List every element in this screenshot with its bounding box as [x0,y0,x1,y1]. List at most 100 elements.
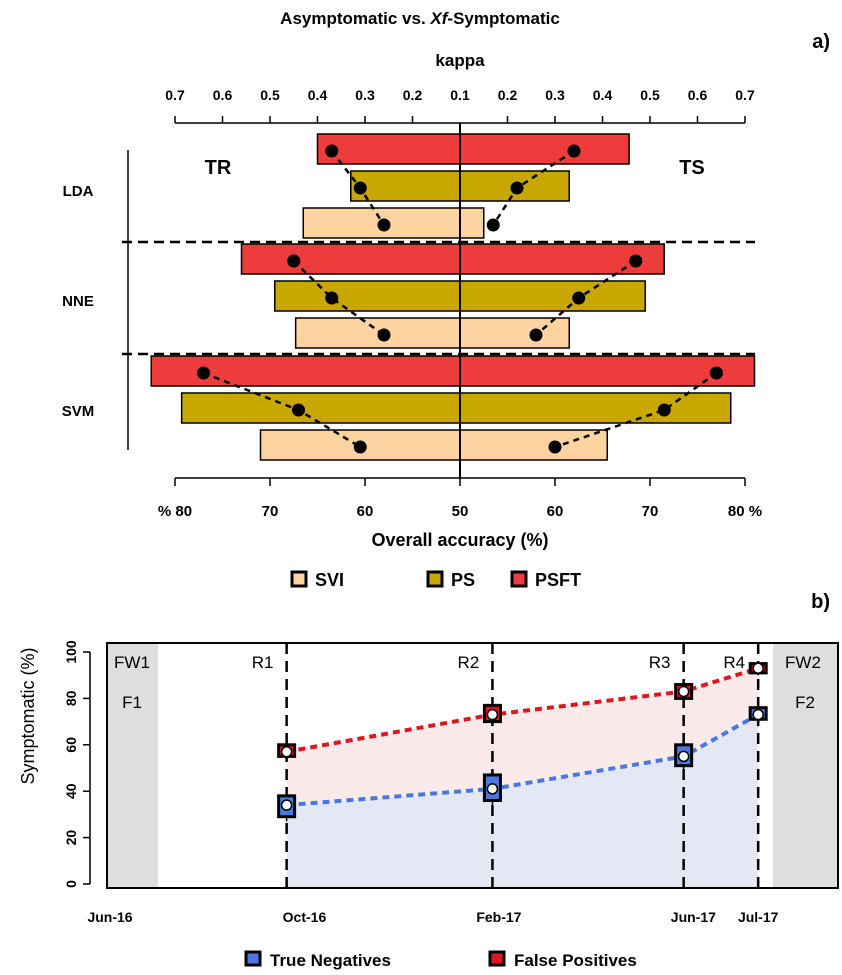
kappa-tick-label: 0.5 [640,87,660,103]
kappa-point [486,218,500,232]
legend-b-swatch-fp [488,950,506,967]
mean-false-positives [677,685,690,698]
kappa-tick-label: 0.2 [403,87,423,103]
x-tick-label: Jul-17 [738,909,779,925]
y-tick-label: 60 [63,737,79,753]
legend-a-swatch-psft [510,570,528,588]
kappa-tick-label: 0.3 [355,87,375,103]
y-tick-label: 0 [63,880,79,888]
kappa-tick-label: 0.4 [308,87,328,103]
accuracy-tick-label: 70 [642,503,659,520]
bar-lda-svi-ts [459,207,485,239]
kappa-point [353,440,367,454]
field-shade-f2 [773,644,837,887]
mean-false-positives [752,662,764,674]
panel-b: b) Symptomatic (%) True Negatives False … [18,591,830,970]
x-tick-label: Jun-17 [671,909,716,925]
group-label-nne: NNE [62,293,94,310]
mean-true-negatives [280,799,293,811]
accuracy-tick-label: 80 % [728,503,762,520]
accuracy-tick-label: 60 [357,503,374,520]
kappa-point [197,366,210,380]
mean-true-negatives [752,708,764,721]
bar-nne-svi-ts [459,317,570,349]
kappa-tick-label: 0.3 [545,87,565,103]
field-label-fw1: FW1 [114,653,150,672]
bar-nne-ps-tr [274,280,461,312]
kappa-point [710,366,723,380]
x-tick-label: Oct-16 [283,909,327,925]
kappa-tick-label: 0.2 [498,87,518,103]
panel-a-title: Asymptomatic vs. Xf-Symptomatic [280,9,560,28]
legend-a: SVI PS PSFT [290,570,581,590]
bar-nne-ps-ts [459,280,646,312]
kappa-point [510,181,524,195]
mean-false-positives [280,746,293,758]
trend-false-positives [286,666,759,754]
y-tick-label: 20 [63,830,79,846]
kappa-tick-label: 0.1 [450,87,470,103]
kappa-point [287,254,301,268]
kappa-tick-label: 0.6 [213,87,233,103]
kappa-point [292,403,305,417]
chart-marks: 0.7 0.6 0.5 0.4 0.3 0.2 0.2 0.3 0.4 0.5 0.6 0.7 0.1%… [63,87,839,925]
legend-b-label-fp: False Positives [514,951,637,970]
area-true-negatives [286,714,759,888]
accuracy-tick-label: % 80 [158,503,192,520]
area-false-positives [286,668,759,806]
legend-b-label-tn: True Negatives [270,951,391,970]
kappa-point [572,291,586,305]
bar-svm-svi-ts [459,429,608,461]
kappa-point [325,144,339,158]
panel-b-frame [106,642,839,889]
field-label-fw2: FW2 [785,653,821,672]
x-tick-label: Jun-16 [87,909,132,925]
bar-lda-psft-ts [459,133,630,165]
legend-a-swatch-ps [426,570,444,588]
mean-false-positives [486,708,499,721]
kappa-point [567,144,581,158]
kappa-point [548,440,562,454]
group-label-svm: SVM [62,403,95,420]
kappa-point [629,254,643,268]
mean-true-negatives [677,750,690,763]
round-label-r2: R2 [458,653,480,672]
side-label-ts: TS [679,157,705,179]
round-label-r3: R3 [649,653,671,672]
legend-b-swatch-tn [244,950,262,967]
kappa-tick-label: 0.4 [593,87,613,103]
kappa-axis-label: kappa [435,51,485,70]
y-tick-label: 80 [63,690,79,706]
field-shade-f1 [108,644,158,887]
legend-a-label-ps: PS [451,570,475,590]
side-label-tr: TR [205,157,232,179]
accuracy-tick-label: 60 [547,503,564,520]
accuracy-tick-label: 50 [452,503,469,520]
bar-svm-ps-ts [459,392,732,424]
kappa-tick-label: 0.7 [165,87,185,103]
y-tick-label: 100 [63,640,79,664]
symptomatic-axis-label: Symptomatic (%) [18,647,38,784]
x-tick-label: Feb-17 [476,909,521,925]
accuracy-tick-label: 70 [262,503,279,520]
kappa-tick-label: 0.5 [260,87,280,103]
bar-nne-psft-tr [240,243,461,275]
kappa-point [325,291,339,305]
panel-a: Asymptomatic vs. Xf-Symptomatic a) kappa… [62,9,830,590]
round-label-r1: R1 [252,653,274,672]
bar-svm-ps-tr [180,392,461,424]
legend-a-label-svi: SVI [315,570,344,590]
field-label-f1: F1 [122,693,142,712]
kappa-point [377,328,391,342]
accuracy-axis-label: Overall accuracy (%) [371,530,548,550]
trend-true-negatives [286,712,760,808]
legend-a-label-psft: PSFT [535,570,581,590]
kappa-point [657,403,671,417]
panel-a-letter: a) [812,31,830,53]
y-tick-label: 40 [63,783,79,799]
kappa-tick-label: 0.7 [735,87,755,103]
kappa-point [377,218,391,232]
panel-b-letter: b) [811,591,830,613]
kappa-point [353,181,367,195]
